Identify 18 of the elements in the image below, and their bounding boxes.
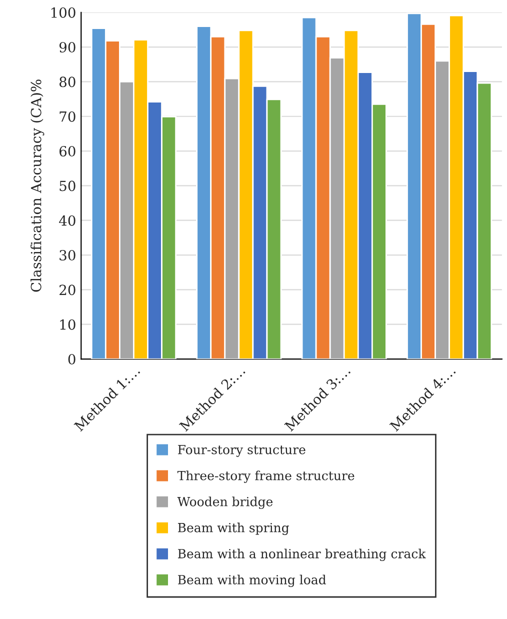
y-axis-title: Classification Accuracy (CA)% <box>30 80 44 292</box>
y-tick-label: 30 <box>60 250 76 260</box>
y-tick-label: 70 <box>60 111 76 122</box>
legend-label: Beam with moving load <box>178 574 326 587</box>
y-tick-label: 20 <box>60 284 76 296</box>
y-tick-label: 80 <box>60 76 76 88</box>
y-tick-label: 60 <box>60 146 76 157</box>
y-tick-label: 40 <box>59 215 76 226</box>
legend-label: Wooden bridge <box>177 496 273 509</box>
legend-label: Four-story structure <box>178 444 306 457</box>
y-tick-label: 10 <box>60 319 76 330</box>
y-tick-label: 0 <box>68 354 76 364</box>
y-tick-label: 90 <box>59 42 76 53</box>
legend-label: Beam with a nonlinear breathing crack <box>178 548 426 561</box>
legend-label: Three-story frame structure <box>177 470 354 483</box>
y-tick-label: 100 <box>51 7 76 18</box>
y-tick-label: 50 <box>60 180 76 192</box>
legend-label: Beam with spring <box>178 522 289 535</box>
